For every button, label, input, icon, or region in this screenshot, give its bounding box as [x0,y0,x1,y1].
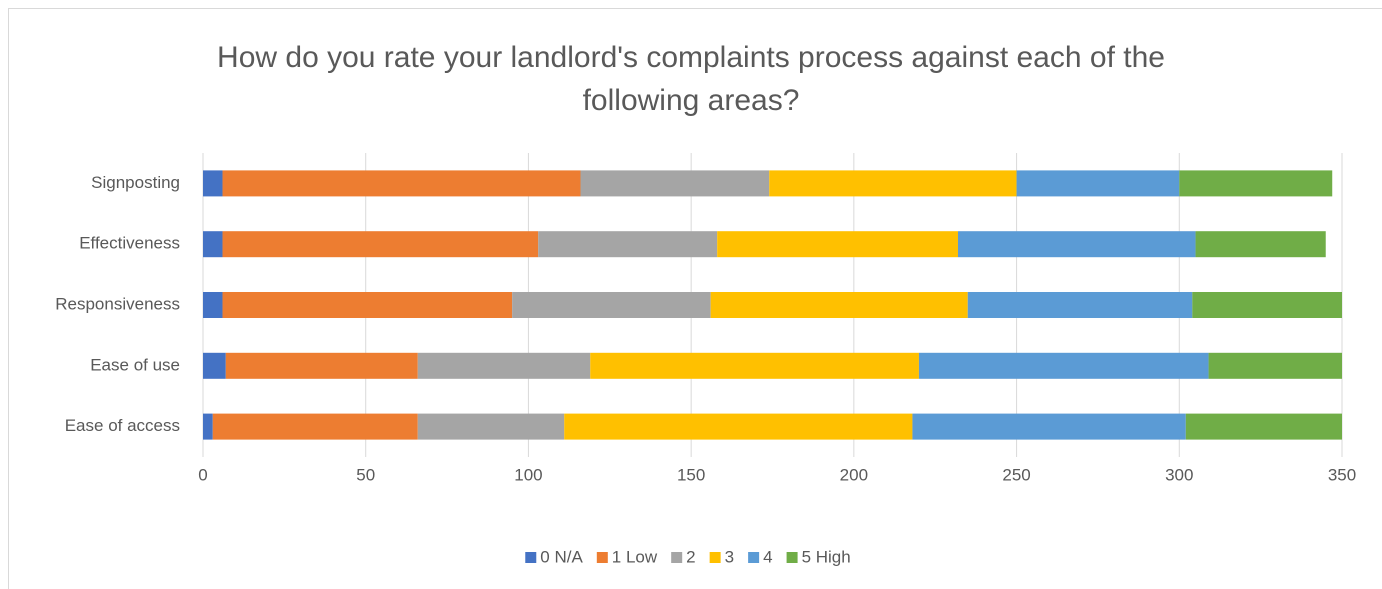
y-tick-label: Ease of access [65,416,180,435]
bar-segment [957,231,1196,258]
legend-swatch [786,552,798,563]
bar-segment [1179,170,1333,197]
bar-segment [538,231,718,258]
bar-segment [203,292,223,318]
bar-segment [222,231,539,258]
bar-segment [1208,352,1342,379]
legend-swatch [671,552,683,563]
bar-segment [717,231,958,258]
bar-segment [203,170,223,197]
bar-segment [918,352,1209,379]
x-tick-label: 50 [356,465,375,484]
legend-label: 3 [725,547,734,566]
legend-label: 0 N/A [540,547,583,566]
legend-label: 5 High [802,547,851,566]
y-tick-label: Responsiveness [55,294,180,313]
legend-swatch [525,552,537,563]
chart-title: How do you rate your landlord's complain… [217,41,1165,117]
x-tick-label: 200 [840,465,868,484]
bar-segment [967,292,1193,318]
chart-frame [8,8,1382,589]
x-tick-label: 300 [1165,465,1193,484]
bar-segment [769,170,1017,197]
x-tick-label: 350 [1328,465,1356,484]
bar-segment [203,413,213,440]
bar-segment [203,231,223,258]
legend-label: 4 [763,547,772,566]
bar-segment [580,170,770,197]
y-tick-label: Signposting [91,173,180,192]
x-tick-label: 150 [677,465,705,484]
x-tick-label: 250 [1002,465,1030,484]
bar-segment [912,413,1186,440]
x-tick-label: 0 [198,465,207,484]
y-tick-label: Ease of use [90,355,180,374]
bar-segment [1192,292,1342,318]
bar-segment [222,292,513,318]
bar-segment [1016,170,1180,197]
bar-segment [1195,231,1326,258]
legend-label: 2 [686,547,695,566]
legend-swatch [748,552,760,563]
bar-segment [512,292,711,318]
legend-swatch [709,552,721,563]
legend-label: 1 Low [612,547,658,566]
bar-segment [590,352,919,379]
bar-segment [710,292,968,318]
bar-segment [417,413,565,440]
bar-segment [564,413,913,440]
bar-segment [212,413,418,440]
x-tick-label: 100 [514,465,542,484]
legend-swatch [596,552,608,563]
bar-segment [225,352,418,379]
y-tick-label: Effectiveness [79,234,180,253]
bar-segment [417,352,591,379]
bar-segment [203,352,226,379]
bar-segment [222,170,581,197]
bar-segment [1185,413,1342,440]
